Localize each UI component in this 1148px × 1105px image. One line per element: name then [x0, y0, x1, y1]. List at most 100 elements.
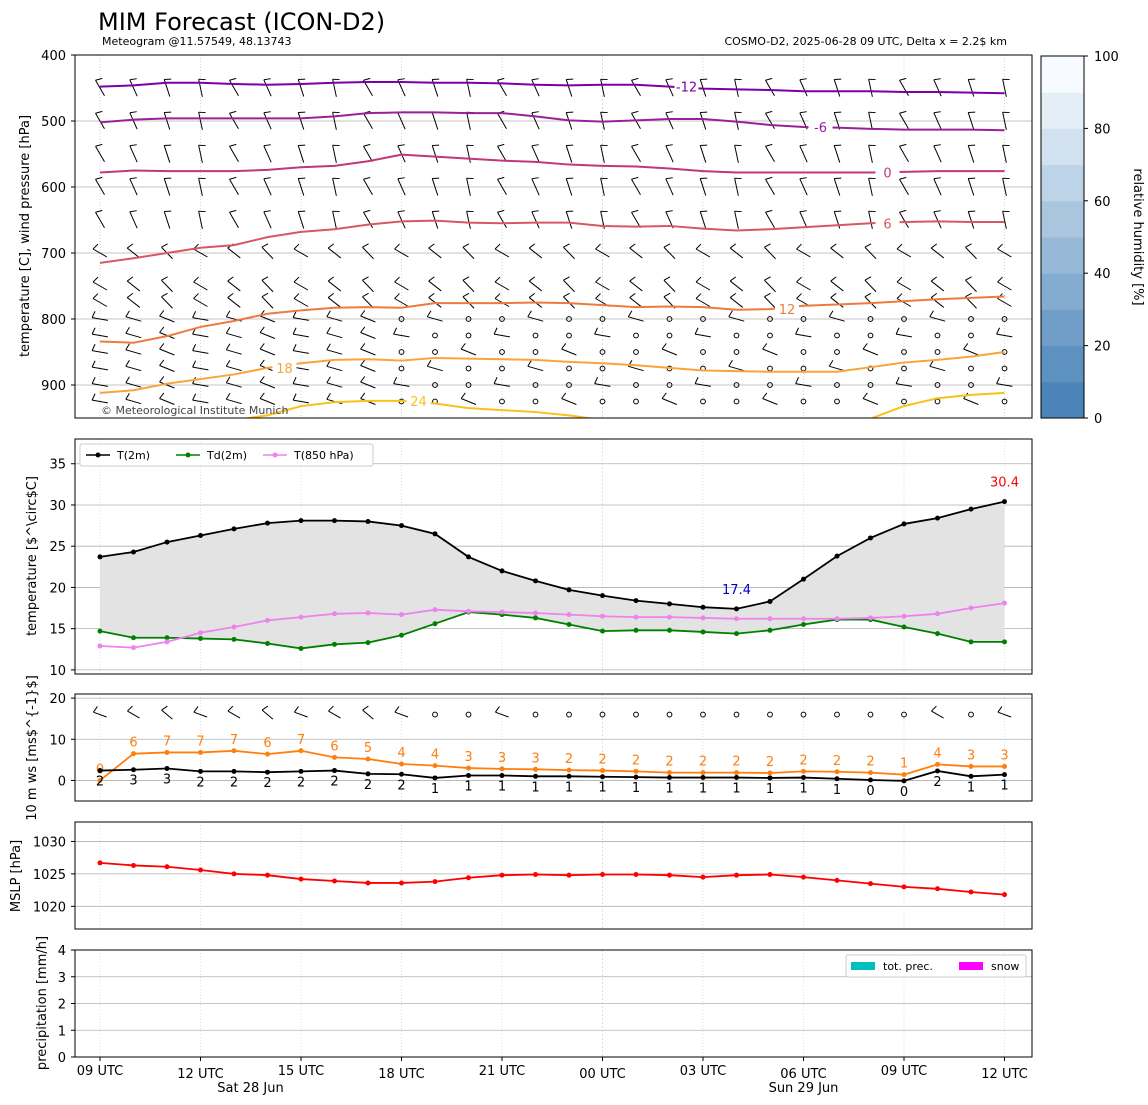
wind-barb	[297, 178, 305, 196]
y-tick-label: 0	[58, 1051, 66, 1066]
calm-wind-marker	[700, 316, 706, 322]
rh-colorbar-band	[1041, 309, 1084, 347]
series-point	[968, 773, 974, 779]
wind-barb	[92, 366, 108, 371]
wind-barb	[494, 248, 510, 258]
series-point	[533, 578, 538, 584]
wind-value-label: 7	[297, 733, 305, 748]
wind-barb-flag	[397, 210, 405, 213]
wind-barb-flag	[225, 376, 231, 384]
wind-value-label: 3	[1000, 748, 1008, 763]
wind-barb-flag	[428, 243, 435, 249]
calm-wind-marker	[465, 711, 472, 718]
wind-barb-flag	[996, 327, 1001, 335]
wind-barb-flag	[729, 292, 737, 298]
y-tick-label: 1	[58, 1024, 66, 1039]
series-line	[99, 602, 1005, 649]
wind-barb-flag	[229, 209, 237, 213]
wind-barb-flag	[899, 209, 907, 213]
wind-barb-flag	[629, 276, 636, 282]
calm-wind-marker	[834, 349, 840, 355]
series-point	[231, 768, 237, 774]
wind-barb	[862, 348, 879, 356]
wind-barb-flag	[225, 360, 231, 367]
series-point	[365, 771, 371, 777]
x-tick-label: 15 UTC	[278, 1064, 324, 1079]
wind-value-label: 1	[833, 783, 841, 798]
series-point	[566, 612, 572, 618]
series-line	[99, 611, 1005, 650]
series-point	[298, 518, 304, 524]
wind-barb-10m	[931, 710, 944, 719]
wind-barb	[796, 248, 811, 258]
wind-barb	[326, 382, 343, 388]
rh-colorbar-band	[1041, 345, 1084, 383]
calm-wind-marker	[867, 711, 874, 718]
series-point	[834, 769, 840, 775]
wind-barb-10m	[394, 711, 409, 718]
x-tick-label: 18 UTC	[378, 1067, 424, 1082]
wind-barb-flag	[91, 327, 96, 335]
series-point	[1002, 639, 1007, 645]
wind-barb	[695, 333, 711, 338]
isotherm-label-bg	[875, 164, 900, 179]
mslp-point	[935, 886, 940, 892]
wind-barb	[159, 381, 175, 389]
wind-barb	[198, 145, 203, 163]
wind-barb	[594, 333, 611, 338]
wind-barb-flag	[229, 176, 237, 180]
wind-barb	[192, 317, 209, 321]
wind-barb-flag	[828, 310, 834, 318]
series-point	[399, 771, 404, 777]
wind-barb-10m-flag	[328, 705, 334, 712]
y-tick-label: 1030	[33, 835, 66, 850]
wind-barb-flag	[360, 376, 366, 383]
wind-barb	[1002, 79, 1007, 97]
wind-barb	[92, 248, 108, 258]
mslp-point	[600, 872, 605, 878]
wind-barb-flag	[393, 327, 398, 335]
wind-barb	[996, 333, 1013, 338]
rh-colorbar-band	[1041, 164, 1084, 202]
series-point	[265, 769, 270, 775]
wind-barb-flag	[327, 292, 335, 298]
wind-barb	[363, 112, 373, 130]
calm-wind-marker	[800, 711, 807, 718]
wind-barb-flag	[729, 276, 737, 282]
wind-barb	[226, 365, 242, 372]
wind-barb-flag	[795, 377, 800, 384]
series-point	[533, 766, 538, 772]
wind-barb	[899, 79, 909, 97]
series-point	[801, 768, 806, 774]
series-point	[164, 765, 170, 771]
wind-barb-flag	[227, 276, 234, 282]
wind-barb-flag	[665, 111, 673, 114]
series-point	[131, 751, 136, 757]
wind-barb	[192, 366, 209, 371]
wind-barb	[527, 365, 544, 372]
temperature-annotation: 30.4	[990, 476, 1019, 491]
wind-barb-flag	[933, 177, 941, 180]
wind-barb-flag	[862, 392, 868, 399]
wind-barb-10m	[328, 710, 341, 719]
wind-barb-flag	[326, 343, 331, 351]
wind-barb	[163, 145, 171, 163]
wind-barb	[899, 112, 909, 130]
calm-wind-marker	[901, 398, 907, 405]
wind-barb-flag	[263, 210, 271, 213]
wind-barb	[293, 399, 309, 404]
wind-value-label: 3	[498, 751, 506, 766]
wind-barb-flag	[192, 393, 197, 401]
series-point	[1002, 600, 1007, 606]
series-point	[700, 629, 706, 635]
series-point	[298, 768, 304, 774]
wind-value-label: 7	[196, 734, 204, 749]
series-point	[1002, 772, 1007, 778]
calm-wind-marker	[532, 332, 539, 339]
wind-barb-flag	[360, 343, 366, 350]
calm-wind-marker	[968, 332, 974, 339]
series-point	[633, 774, 639, 780]
wind-barb	[628, 316, 644, 322]
mslp-point	[968, 889, 974, 895]
series-point	[466, 608, 471, 614]
